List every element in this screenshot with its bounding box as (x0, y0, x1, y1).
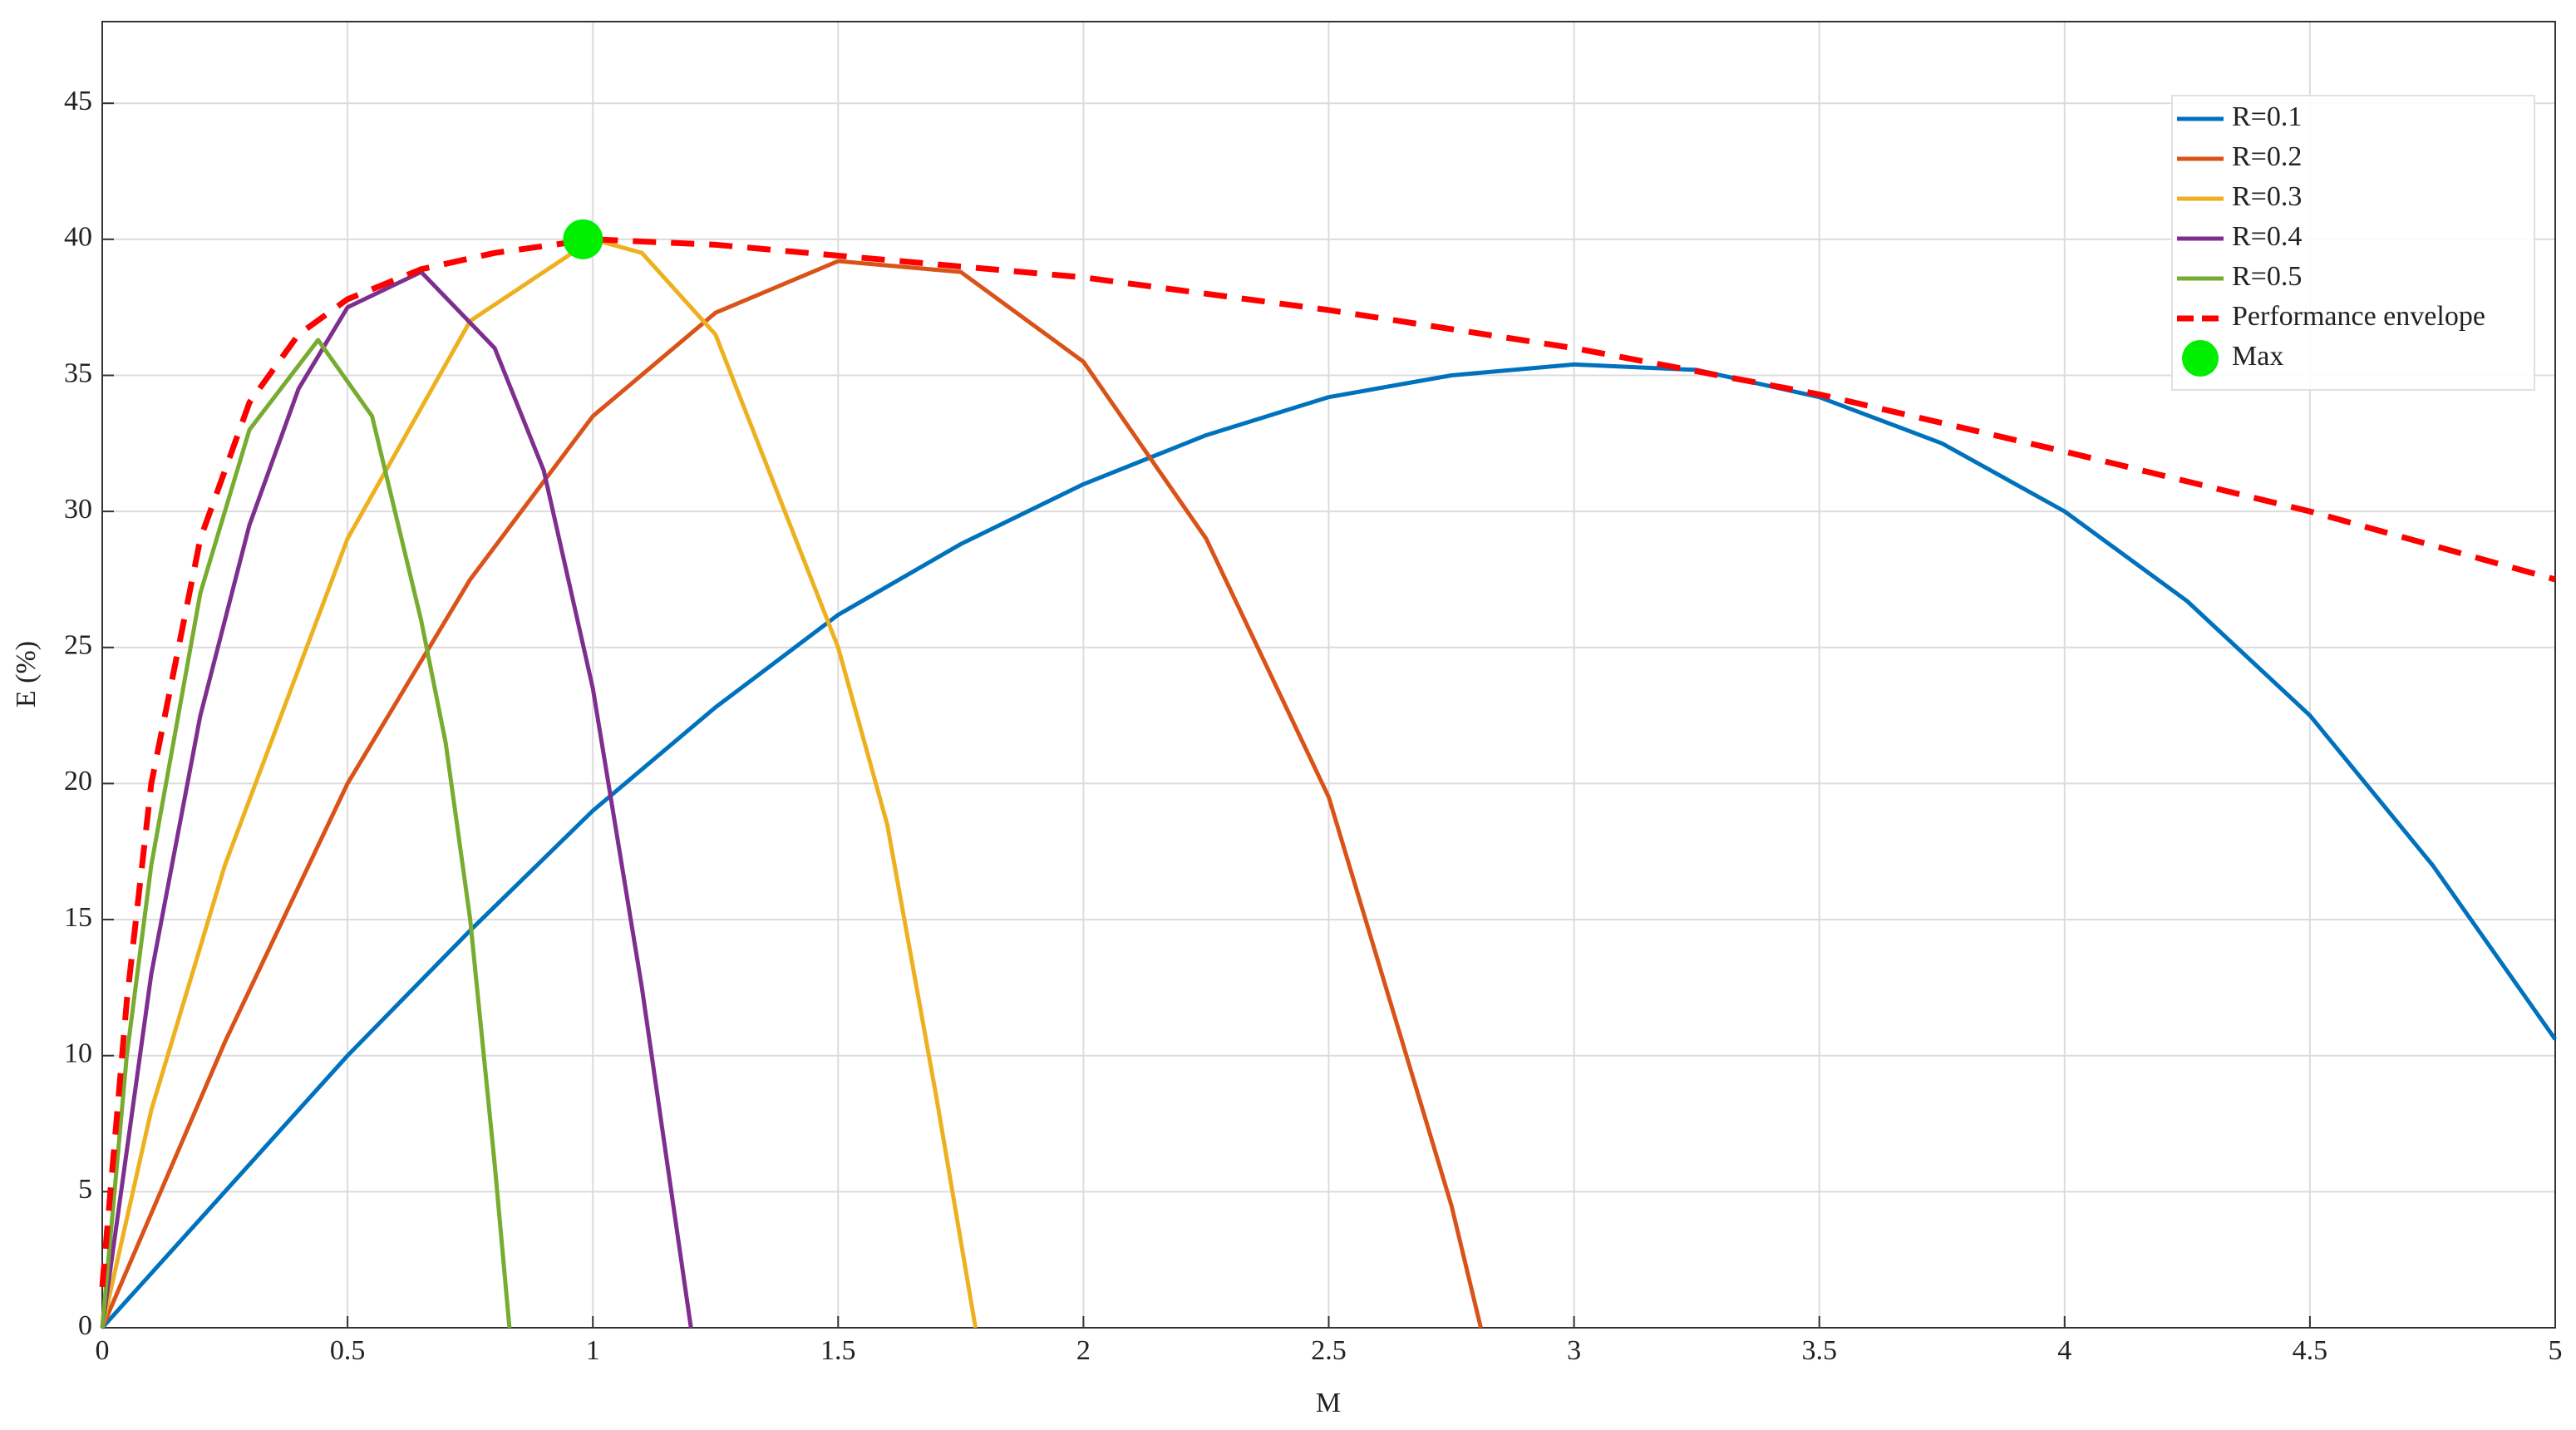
y-tick-label: 20 (64, 766, 92, 796)
legend: R=0.1 R=0.2 R=0.3 R=0.4 R=0.5 Performance env… (2171, 95, 2535, 391)
x-tick-label: 0 (96, 1335, 110, 1366)
legend-swatch (2182, 340, 2219, 377)
legend-label: R=0.2 (2232, 141, 2302, 172)
max-marker (563, 219, 603, 259)
y-tick-label: 10 (64, 1038, 92, 1069)
y-tick-label: 25 (64, 630, 92, 661)
y-tick-label: 30 (64, 494, 92, 525)
y-tick-label: 5 (78, 1174, 92, 1205)
y-axis-label: E (%) (11, 641, 42, 708)
series-line (101, 362, 2558, 1329)
legend-label: R=0.1 (2232, 101, 2302, 132)
x-tick-label: 5 (2549, 1335, 2563, 1366)
x-tick-label: 4 (2057, 1335, 2071, 1366)
legend-label: R=0.5 (2232, 261, 2302, 292)
envelope-line (99, 236, 2556, 1288)
series-line (100, 338, 512, 1329)
series-line (100, 269, 693, 1329)
x-tick-label: 1 (586, 1335, 600, 1366)
legend-label: Max (2232, 341, 2283, 372)
legend-label: Performance envelope (2232, 301, 2485, 332)
x-tick-label: 4.5 (2293, 1335, 2328, 1366)
x-tick-label: 3.5 (1801, 1335, 1837, 1366)
series-line (100, 259, 1483, 1329)
x-tick-label: 2 (1076, 1335, 1091, 1366)
legend-label: R=0.4 (2232, 221, 2302, 252)
y-tick-label: 40 (64, 222, 92, 253)
legend-box (2171, 95, 2535, 391)
y-tick-label: 35 (64, 358, 92, 388)
plot-frame (101, 21, 2556, 1329)
x-axis-label: M (1316, 1388, 1341, 1418)
x-tick-label: 3 (1567, 1335, 1581, 1366)
y-tick-label: 45 (64, 86, 92, 116)
y-tick-label: 15 (64, 902, 92, 933)
x-tick-label: 2.5 (1311, 1335, 1347, 1366)
legend-label: R=0.3 (2232, 181, 2302, 212)
y-tick-label: 0 (78, 1310, 92, 1341)
x-tick-label: 1.5 (820, 1335, 856, 1366)
series-line (100, 237, 978, 1329)
x-tick-label: 0.5 (330, 1335, 366, 1366)
